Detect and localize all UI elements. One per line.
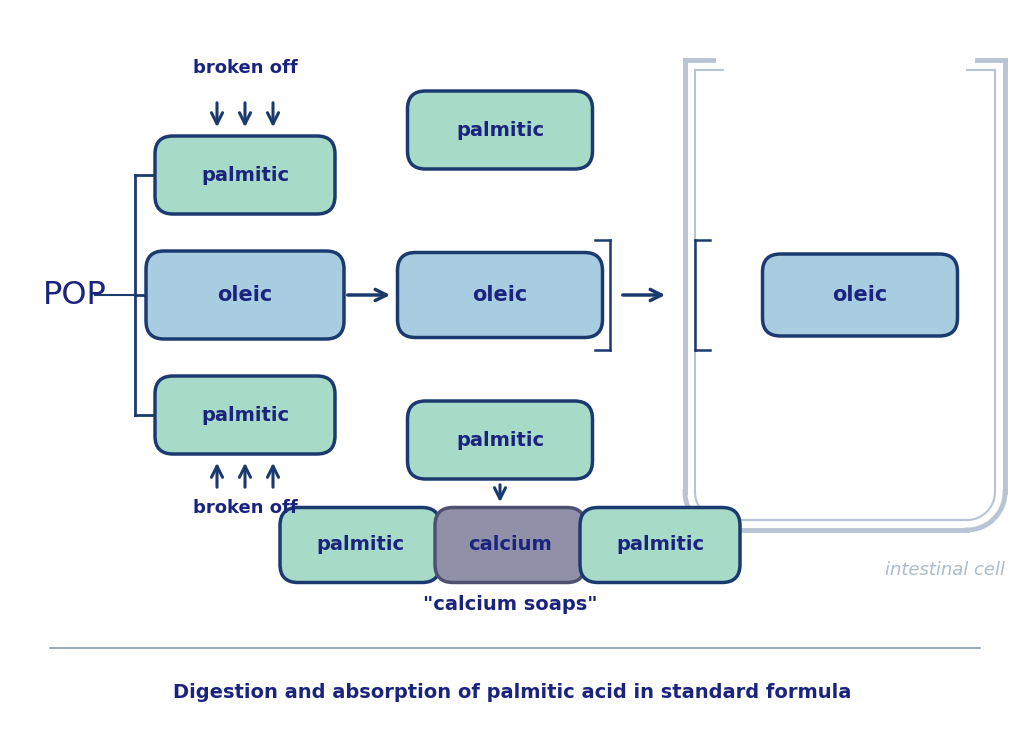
FancyBboxPatch shape [408,91,593,169]
FancyBboxPatch shape [155,376,335,454]
Text: POP: POP [43,279,106,310]
Text: "calcium soaps": "calcium soaps" [423,595,597,614]
Text: palmitic: palmitic [456,431,544,450]
FancyBboxPatch shape [580,507,740,583]
FancyBboxPatch shape [280,507,440,583]
Text: palmitic: palmitic [201,406,289,425]
Text: calcium: calcium [468,536,552,554]
Text: oleic: oleic [472,285,527,305]
Text: palmitic: palmitic [616,536,705,554]
Text: broken off: broken off [193,59,297,77]
Text: palmitic: palmitic [201,165,289,184]
Text: broken off: broken off [193,499,297,517]
FancyBboxPatch shape [408,401,593,479]
FancyBboxPatch shape [435,507,585,583]
Text: palmitic: palmitic [456,121,544,140]
Text: Digestion and absorption of palmitic acid in standard formula: Digestion and absorption of palmitic aci… [173,683,851,701]
FancyBboxPatch shape [146,251,344,339]
Text: palmitic: palmitic [316,536,404,554]
Text: oleic: oleic [833,285,888,305]
Text: intestinal cell: intestinal cell [885,561,1005,579]
FancyBboxPatch shape [155,136,335,214]
Text: oleic: oleic [217,285,272,305]
FancyBboxPatch shape [397,253,602,337]
FancyBboxPatch shape [763,254,957,336]
